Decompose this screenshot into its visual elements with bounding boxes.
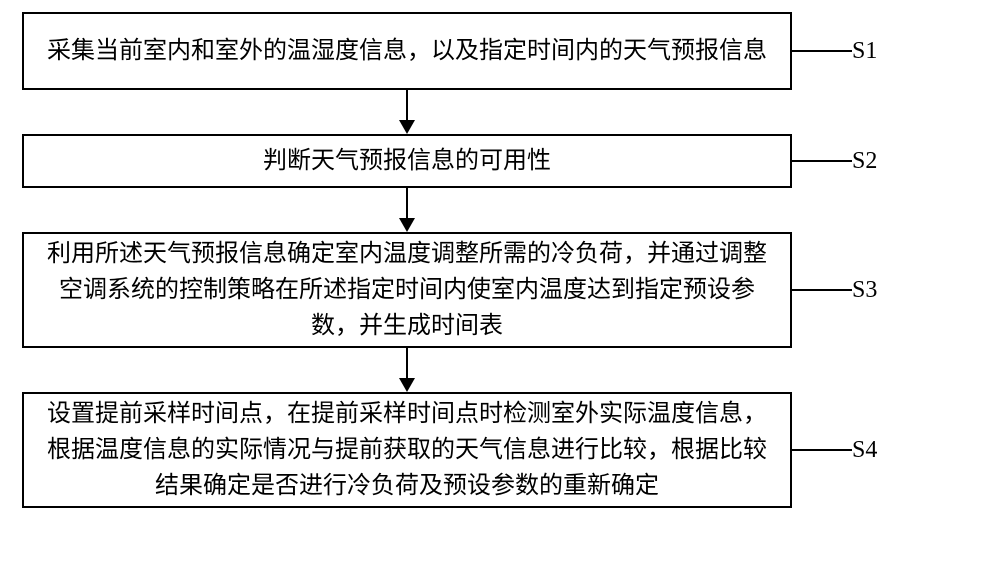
flow-step-text: 判断天气预报信息的可用性 <box>263 143 551 179</box>
arrow-down-icon <box>395 90 419 134</box>
flow-step-row: 设置提前采样时间点，在提前采样时间点时检测室外实际温度信息，根据温度信息的实际情… <box>22 392 978 508</box>
flow-step-row: 采集当前室内和室外的温湿度信息，以及指定时间内的天气预报信息 S1 <box>22 12 978 90</box>
arrow-down-icon <box>395 348 419 392</box>
flow-step-text: 采集当前室内和室外的温湿度信息，以及指定时间内的天气预报信息 <box>47 33 767 69</box>
flow-step-text: 设置提前采样时间点，在提前采样时间点时检测室外实际温度信息，根据温度信息的实际情… <box>44 396 770 504</box>
flow-step-label: S1 <box>852 38 922 65</box>
flow-step-text: 利用所述天气预报信息确定室内温度调整所需的冷负荷，并通过调整空调系统的控制策略在… <box>44 236 770 344</box>
flow-connector <box>22 348 978 392</box>
flow-step-label: S4 <box>852 437 922 464</box>
flow-connector <box>22 188 978 232</box>
label-line <box>792 46 852 56</box>
arrow-down-icon <box>395 188 419 232</box>
flow-step-box-s1: 采集当前室内和室外的温湿度信息，以及指定时间内的天气预报信息 <box>22 12 792 90</box>
flow-step-row: 利用所述天气预报信息确定室内温度调整所需的冷负荷，并通过调整空调系统的控制策略在… <box>22 232 978 348</box>
label-line <box>792 445 852 455</box>
flow-step-row: 判断天气预报信息的可用性 S2 <box>22 134 978 188</box>
label-line <box>792 156 852 166</box>
flow-step-label: S2 <box>852 148 922 175</box>
label-line <box>792 285 852 295</box>
flow-connector <box>22 90 978 134</box>
flow-step-box-s3: 利用所述天气预报信息确定室内温度调整所需的冷负荷，并通过调整空调系统的控制策略在… <box>22 232 792 348</box>
flow-step-box-s4: 设置提前采样时间点，在提前采样时间点时检测室外实际温度信息，根据温度信息的实际情… <box>22 392 792 508</box>
flow-step-label: S3 <box>852 277 922 304</box>
flow-step-box-s2: 判断天气预报信息的可用性 <box>22 134 792 188</box>
flowchart-container: 采集当前室内和室外的温湿度信息，以及指定时间内的天气预报信息 S1 判断天气预报… <box>22 12 978 508</box>
